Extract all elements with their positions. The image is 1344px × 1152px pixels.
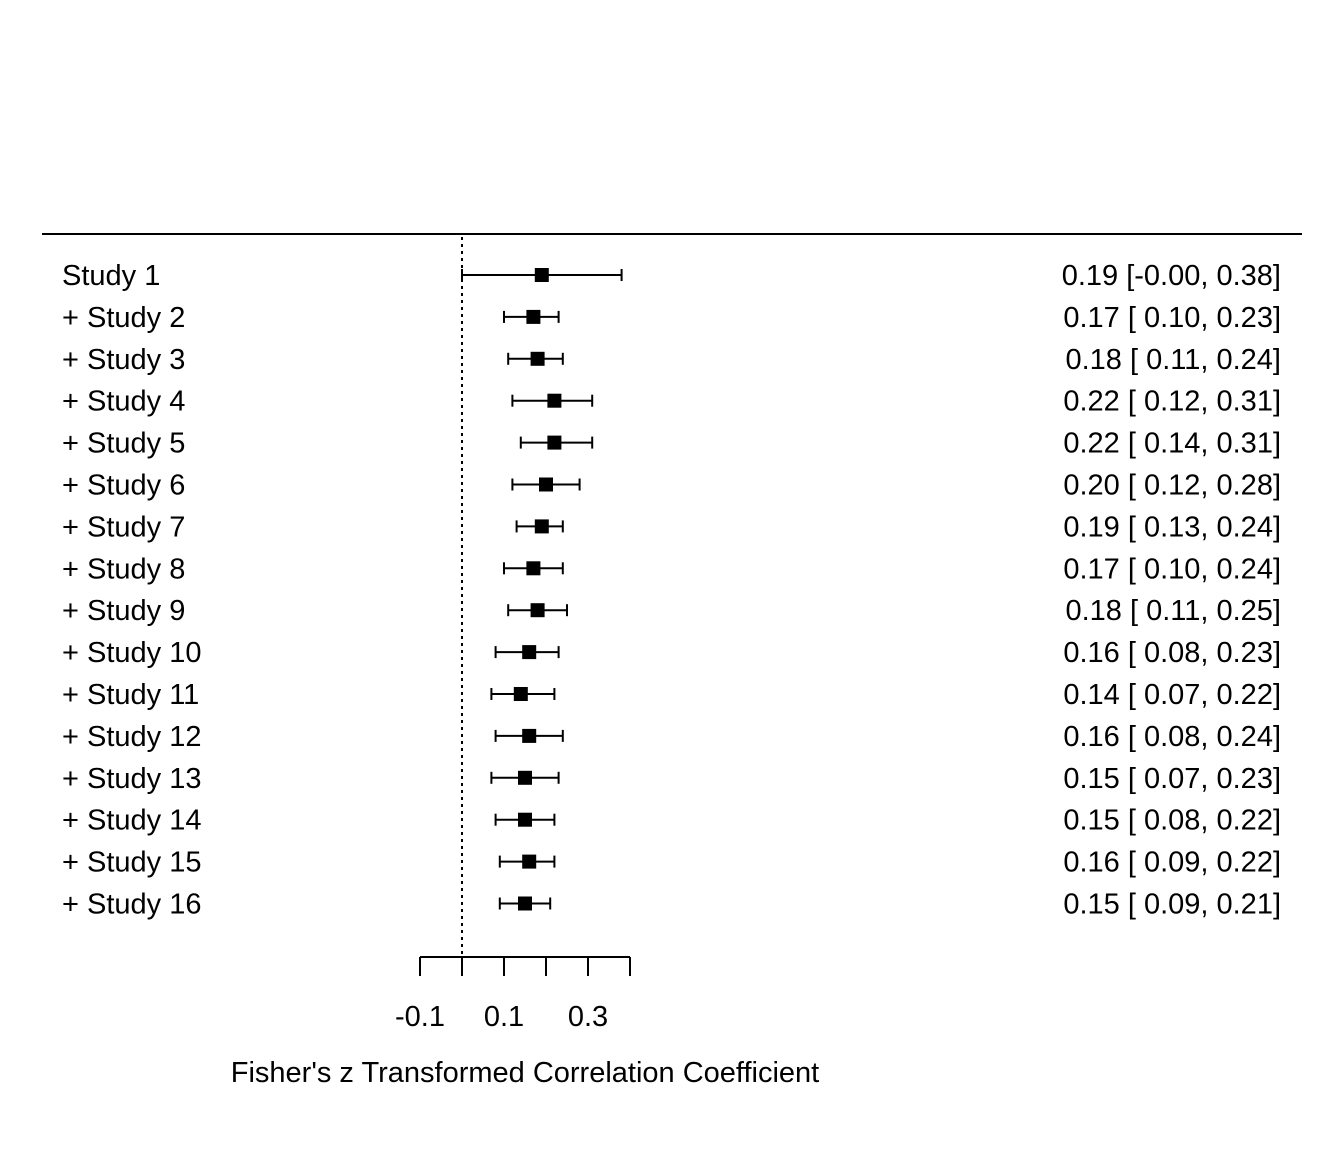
point-estimate (530, 351, 545, 366)
tick-label: 0.3 (568, 1001, 608, 1033)
estimate-text: 0.15 [ 0.07, 0.23] (1063, 763, 1281, 795)
study-label: + Study 16 (62, 889, 201, 921)
estimate-text: 0.18 [ 0.11, 0.24] (1065, 344, 1281, 376)
study-label: + Study 3 (62, 344, 185, 376)
point-estimate (539, 477, 553, 492)
point-estimate (534, 519, 549, 534)
study-label: + Study 13 (62, 763, 201, 795)
study-row: + Study 9 0.18 [ 0.11, 0.25] (62, 595, 1281, 627)
study-row: + Study 6 0.20 [ 0.12, 0.28] (62, 470, 1281, 502)
estimate-text: 0.17 [ 0.10, 0.23] (1063, 302, 1281, 334)
study-row: + Study 10 0.16 [ 0.08, 0.23] (62, 637, 1281, 669)
point-estimate (534, 268, 549, 282)
point-estimate (522, 645, 537, 660)
study-row: Study 1 0.19 [-0.00, 0.38] (62, 260, 1281, 292)
study-label: + Study 15 (62, 847, 201, 879)
estimate-text: 0.18 [ 0.11, 0.25] (1065, 595, 1281, 627)
study-row: + Study 2 0.17 [ 0.10, 0.23] (62, 302, 1281, 334)
tick-label: 0.1 (484, 1001, 524, 1033)
estimate-text: 0.22 [ 0.12, 0.31] (1063, 386, 1281, 418)
point-estimate (518, 770, 532, 785)
estimate-text: 0.16 [ 0.08, 0.24] (1063, 721, 1281, 753)
x-axis-label: Fisher's z Transformed Correlation Coeff… (231, 1057, 819, 1089)
point-estimate (513, 687, 528, 701)
point-estimate (518, 896, 532, 911)
study-row: + Study 15 0.16 [ 0.09, 0.22] (62, 847, 1281, 879)
study-label: + Study 2 (62, 302, 185, 334)
estimate-text: 0.15 [ 0.09, 0.21] (1063, 889, 1281, 921)
study-label: + Study 4 (62, 386, 185, 418)
x-axis: -0.1 0.1 0.3 (395, 956, 631, 1033)
study-label: + Study 7 (62, 511, 185, 543)
study-row: + Study 14 0.15 [ 0.08, 0.22] (62, 805, 1281, 837)
point-estimate (530, 603, 545, 618)
estimate-text: 0.14 [ 0.07, 0.22] (1063, 679, 1281, 711)
point-estimate (522, 728, 537, 743)
study-label: + Study 14 (62, 805, 201, 837)
point-estimate (522, 854, 537, 869)
study-row: + Study 5 0.22 [ 0.14, 0.31] (62, 428, 1281, 460)
estimate-text: 0.22 [ 0.14, 0.31] (1063, 428, 1281, 460)
estimate-text: 0.19 [ 0.13, 0.24] (1063, 511, 1281, 543)
study-row: + Study 12 0.16 [ 0.08, 0.24] (62, 721, 1281, 753)
study-label: Study 1 (62, 260, 160, 292)
estimate-text: 0.19 [-0.00, 0.38] (1062, 260, 1281, 292)
study-row: + Study 7 0.19 [ 0.13, 0.24] (62, 511, 1281, 543)
study-row: + Study 16 0.15 [ 0.09, 0.21] (62, 889, 1281, 921)
study-label: + Study 5 (62, 428, 185, 460)
study-row: + Study 4 0.22 [ 0.12, 0.31] (62, 386, 1281, 418)
study-rows: Study 1 0.19 [-0.00, 0.38] + Study 2 0.17 [… (62, 260, 1281, 921)
tick-label: -0.1 (395, 1001, 445, 1033)
study-label: + Study 10 (62, 637, 201, 669)
study-label: + Study 12 (62, 721, 201, 753)
estimate-text: 0.16 [ 0.08, 0.23] (1063, 637, 1281, 669)
study-label: + Study 8 (62, 553, 185, 585)
study-row: + Study 11 0.14 [ 0.07, 0.22] (62, 679, 1281, 711)
study-label: + Study 9 (62, 595, 185, 627)
study-row: + Study 13 0.15 [ 0.07, 0.23] (62, 763, 1281, 795)
point-estimate (526, 561, 541, 576)
estimate-text: 0.15 [ 0.08, 0.22] (1063, 805, 1281, 837)
study-label: + Study 6 (62, 470, 185, 502)
study-row: + Study 3 0.18 [ 0.11, 0.24] (62, 344, 1281, 376)
point-estimate (547, 435, 562, 450)
estimate-text: 0.17 [ 0.10, 0.24] (1063, 553, 1281, 585)
point-estimate (526, 309, 541, 324)
study-label: + Study 11 (62, 679, 199, 711)
study-row: + Study 8 0.17 [ 0.10, 0.24] (62, 553, 1281, 585)
point-estimate (518, 812, 532, 827)
point-estimate (547, 393, 562, 408)
estimate-text: 0.20 [ 0.12, 0.28] (1063, 470, 1281, 502)
estimate-text: 0.16 [ 0.09, 0.22] (1063, 847, 1281, 879)
